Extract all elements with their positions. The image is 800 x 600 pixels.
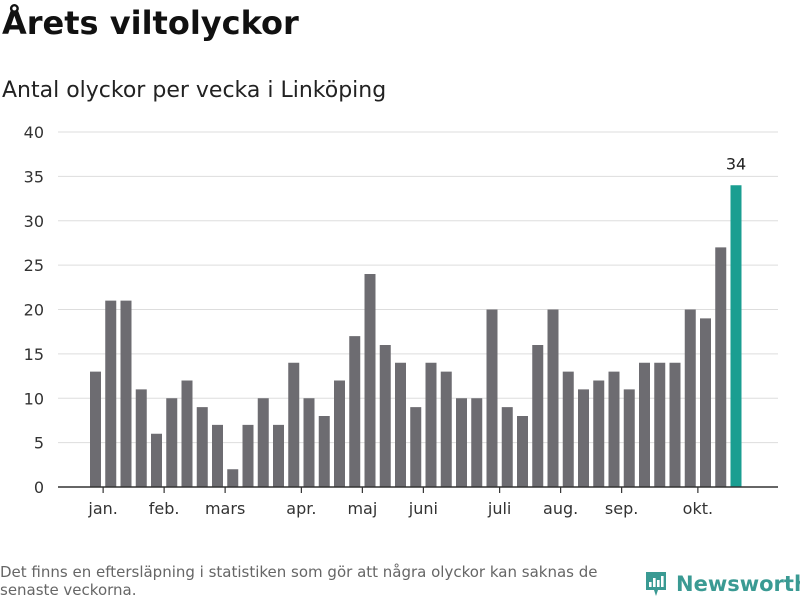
bar [90,371,101,487]
x-tick-label: apr. [286,499,316,518]
bar [288,362,300,487]
chart-subtitle: Antal olyckor per vecka i Linköping [2,78,387,103]
bar [623,389,635,487]
y-tick-label: 10 [24,389,44,408]
bar [196,407,208,487]
y-tick-label: 25 [24,256,44,275]
bar [166,398,178,487]
bar [395,362,406,487]
bar [242,424,254,487]
bar [608,371,620,487]
bar [639,362,650,487]
gridlines [58,131,778,444]
bar [517,416,528,487]
y-tick-label: 40 [24,123,44,142]
bars [90,185,742,487]
x-tick-label: sep. [605,499,638,518]
bar [273,424,284,487]
bar-chart: 0 5 10 15 20 25 30 35 40 jan. feb. mars apr. maj juni… [24,123,778,518]
bar [181,380,193,487]
bar [578,389,589,487]
y-tick-label: 5 [34,434,44,453]
bar [151,433,162,487]
bar [212,424,223,487]
bar [440,371,452,487]
x-tick-label: juli [487,499,511,518]
x-tick-label: mars [205,499,245,518]
brand-logo: Newsworthy [644,570,800,598]
bar [227,469,239,487]
x-axis: jan. feb. mars apr. maj juni juli aug. sep. okt. [58,486,778,518]
bar [257,398,269,487]
bar [715,247,727,487]
bar [532,345,544,487]
bar [486,309,498,487]
y-tick-label: 0 [34,478,44,497]
x-tick-label: jan. [87,499,117,518]
footnote: Det finns en eftersläpning i statistiken… [0,563,598,599]
bar [379,345,391,487]
bar [349,336,361,487]
x-tick-label: feb. [149,499,180,518]
y-tick-label: 20 [24,301,44,320]
bar [303,398,315,487]
bar [684,309,696,487]
x-tick-label: aug. [543,499,578,518]
bar [730,185,742,487]
bar [120,300,132,487]
data-label: 34 [726,154,746,173]
bar [456,398,467,487]
x-tick-label: juni [408,499,438,518]
chart-title: Årets viltolyckor [2,4,299,42]
y-axis: 0 5 10 15 20 25 30 35 40 [24,123,44,497]
y-tick-label: 35 [24,167,44,186]
x-tick-label: maj [347,499,377,518]
bar [547,309,559,487]
bar [654,362,666,487]
bar [135,389,147,487]
newsworthy-chart-bubble-icon [646,572,666,596]
bar [700,318,711,487]
y-tick-label: 15 [24,345,44,364]
bar [318,416,330,487]
bar [410,407,422,487]
bar [334,380,345,487]
bar [364,274,376,487]
brand-name: Newsworthy [676,572,800,596]
bar [593,380,605,487]
bar [105,300,117,487]
y-tick-label: 30 [24,212,44,231]
value-labels: 34 [726,154,746,173]
x-tick-label: okt. [683,499,713,518]
bar [501,407,513,487]
bar [425,362,437,487]
bar [471,398,483,487]
bar [562,371,574,487]
bar [669,362,681,487]
